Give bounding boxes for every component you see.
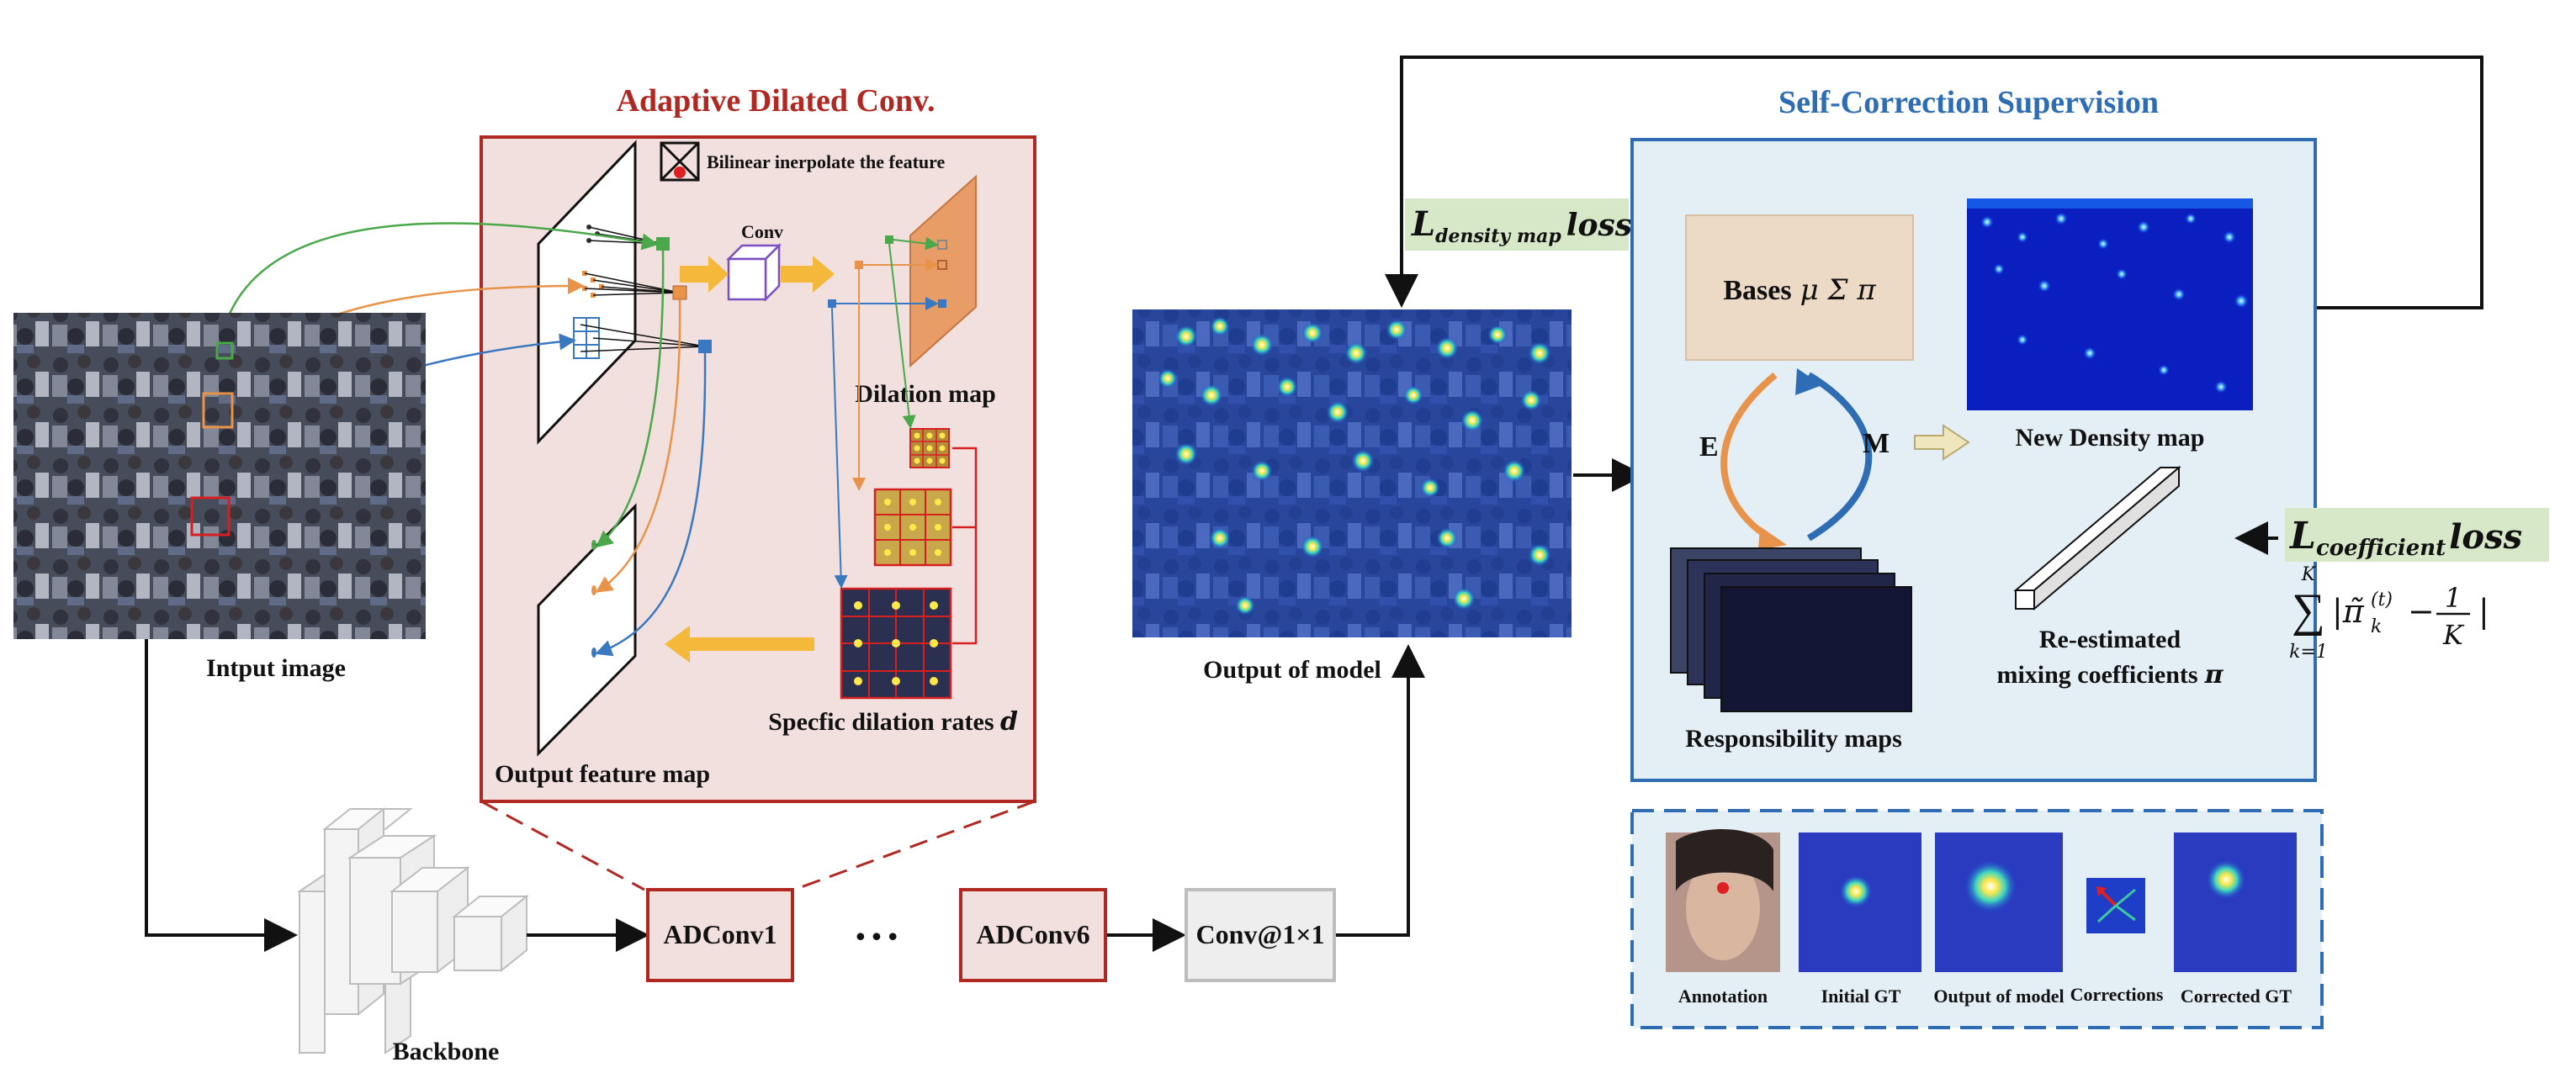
example-label-corrections: Corrections bbox=[2070, 984, 2164, 1005]
svg-text:|: | bbox=[2478, 593, 2489, 630]
dilation-rates-label: Specfic dilation rates d bbox=[768, 707, 1018, 737]
backbone-label: Backbone bbox=[393, 1038, 500, 1065]
backbone-blocks bbox=[299, 809, 527, 1053]
reestimated-line2: mixing coefficients π bbox=[1996, 660, 2224, 690]
example-corrected-gt-image bbox=[2174, 832, 2297, 972]
example-label-corrected-gt: Corrected GT bbox=[2181, 986, 2292, 1007]
svg-text:∑: ∑ bbox=[2292, 584, 2325, 637]
new-density-map bbox=[1967, 198, 2253, 410]
output-label: Output of model bbox=[1203, 656, 1381, 684]
example-label-output: Output of model bbox=[1933, 986, 2064, 1007]
dilation-sample-green bbox=[885, 235, 893, 244]
dilation-sample-orange bbox=[855, 261, 863, 269]
conv-label: Conv bbox=[741, 221, 783, 242]
example-label-initial-gt: Initial GT bbox=[1821, 986, 1901, 1007]
example-label-annotation: Annotation bbox=[1678, 986, 1768, 1007]
input-image bbox=[13, 313, 426, 639]
sample-point-blue bbox=[698, 340, 712, 353]
zoom-line-left bbox=[481, 801, 644, 890]
output-point-blue bbox=[591, 648, 596, 658]
dilation-grid-large bbox=[841, 589, 951, 698]
svg-text:−: − bbox=[2408, 593, 2435, 630]
arrow-conv-to-output bbox=[1336, 651, 1408, 935]
ellipsis: • • • bbox=[856, 921, 898, 951]
dilation-grid-small bbox=[910, 429, 949, 468]
output-point-orange bbox=[591, 585, 596, 595]
dilation-grid-medium bbox=[875, 489, 951, 565]
example-corrections-image bbox=[2086, 878, 2145, 933]
output-density-image bbox=[1132, 309, 1572, 637]
dilation-map-label: Dilation map bbox=[855, 380, 996, 408]
svg-text:k=1: k=1 bbox=[2289, 642, 2328, 663]
dilation-target-blue bbox=[938, 299, 946, 308]
svg-text:(t): (t) bbox=[2371, 589, 2393, 610]
responsibility-label: Responsibility maps bbox=[1685, 725, 1902, 753]
example-annotation-image bbox=[1666, 829, 1780, 972]
arrow-input-to-backbone bbox=[146, 639, 291, 935]
input-image-label: Intput image bbox=[206, 654, 346, 682]
coef-loss-formula: K ∑ k=1 |π̃ k (t) − 1 K | bbox=[2289, 564, 2489, 663]
output-point-green bbox=[591, 540, 596, 550]
responsibility-maps bbox=[1671, 548, 1911, 711]
scs-title: Self-Correction Supervision bbox=[1778, 85, 2159, 120]
svg-text:1: 1 bbox=[2445, 582, 2462, 614]
adc-title: Adaptive Dilated Conv. bbox=[617, 83, 936, 119]
m-label: M bbox=[1863, 428, 1890, 459]
zoom-line-right bbox=[794, 801, 1035, 890]
new-density-label: New Density map bbox=[2016, 424, 2205, 452]
example-output-image bbox=[1935, 832, 2063, 972]
bilinear-note: Bilinear inerpolate the feature bbox=[707, 151, 946, 172]
conv1x1-label: Conv@1×1 bbox=[1196, 919, 1325, 949]
dilation-sample-blue bbox=[828, 299, 836, 308]
adconv6-label: ADConv6 bbox=[976, 919, 1089, 949]
example-initial-gt-image bbox=[1799, 832, 1921, 972]
adconv1-label: ADConv1 bbox=[663, 919, 777, 949]
conv-cube bbox=[729, 246, 779, 299]
svg-text:|π̃: |π̃ bbox=[2332, 593, 2365, 630]
sample-point-green bbox=[656, 237, 670, 251]
svg-text:K: K bbox=[2442, 619, 2465, 651]
svg-text:K: K bbox=[2301, 564, 2317, 585]
output-feature-map-label: Output feature map bbox=[495, 760, 710, 788]
sample-point-orange bbox=[673, 286, 686, 299]
bases-label: Bases μ Σ π bbox=[1723, 273, 1876, 307]
svg-text:k: k bbox=[2371, 616, 2382, 637]
e-label: E bbox=[1699, 431, 1719, 462]
reestimated-line1: Re-estimated bbox=[2039, 626, 2181, 653]
